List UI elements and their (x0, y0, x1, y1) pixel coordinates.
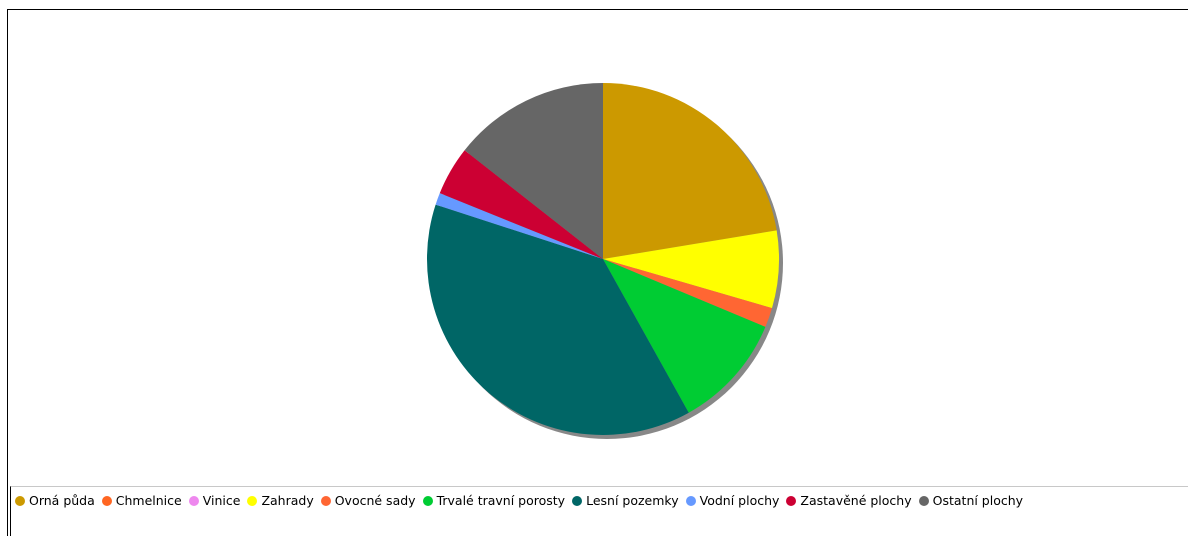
legend-item-3: Zahrady (247, 491, 313, 511)
legend: Orná půda Chmelnice Vinice Zahrady Ovocné sa… (10, 486, 1188, 536)
legend-swatch-icon (102, 496, 112, 506)
legend-label: Chmelnice (116, 491, 182, 511)
legend-item-2: Vinice (189, 491, 241, 511)
legend-label: Vodní plochy (700, 491, 780, 511)
pie-chart (0, 0, 1188, 486)
legend-swatch-icon (919, 496, 929, 506)
legend-item-9: Ostatní plochy (919, 491, 1023, 511)
legend-swatch-icon (189, 496, 199, 506)
legend-swatch-icon (686, 496, 696, 506)
legend-item-8: Zastavěné plochy (786, 491, 911, 511)
legend-swatch-icon (423, 496, 433, 506)
legend-label: Zahrady (261, 491, 313, 511)
legend-label: Ostatní plochy (933, 491, 1023, 511)
legend-label: Ovocné sady (335, 491, 416, 511)
legend-swatch-icon (247, 496, 257, 506)
legend-label: Lesní pozemky (586, 491, 679, 511)
legend-item-6: Lesní pozemky (572, 491, 679, 511)
legend-label: Orná půda (29, 491, 95, 511)
legend-item-5: Trvalé travní porosty (423, 491, 566, 511)
legend-label: Zastavěné plochy (800, 491, 911, 511)
legend-swatch-icon (15, 496, 25, 506)
legend-swatch-icon (321, 496, 331, 506)
legend-item-7: Vodní plochy (686, 491, 780, 511)
pie-slice-0 (603, 83, 777, 259)
legend-swatch-icon (572, 496, 582, 506)
legend-item-1: Chmelnice (102, 491, 182, 511)
pie-slices (427, 83, 779, 435)
legend-item-4: Ovocné sady (321, 491, 416, 511)
legend-item-0: Orná půda (15, 491, 95, 511)
legend-swatch-icon (786, 496, 796, 506)
legend-label: Vinice (203, 491, 241, 511)
legend-label: Trvalé travní porosty (437, 491, 566, 511)
